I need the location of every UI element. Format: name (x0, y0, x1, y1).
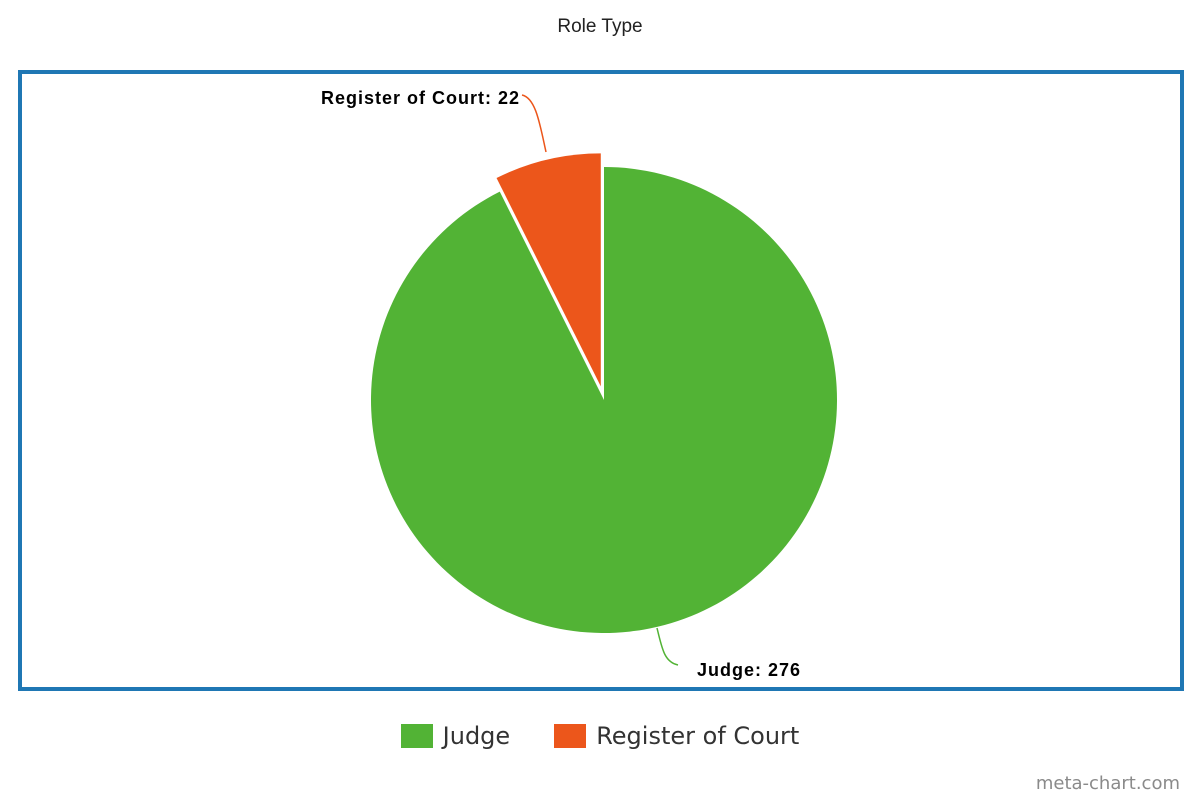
leader-line-judge (656, 627, 679, 666)
credit-text: meta-chart.com (1035, 773, 1180, 794)
plot-area (18, 70, 1184, 691)
leader-line-register-of-court (521, 94, 547, 153)
pie-slice-judge[interactable] (371, 167, 837, 633)
legend-swatch-register-of-court (554, 724, 587, 748)
legend-swatch-judge (400, 724, 433, 748)
chart-title: Role Type (557, 16, 643, 37)
pie-slice-register-of-court[interactable] (496, 153, 601, 387)
legend-label-judge: Judge (442, 722, 511, 750)
data-label-judge: Judge: 276 (697, 660, 801, 680)
data-label-register-of-court: Register of Court: 22 (321, 88, 520, 108)
legend-item-judge[interactable]: Judge (400, 722, 511, 750)
legend-label-register-of-court: Register of Court (596, 722, 800, 750)
legend: Judge Register of Court (0, 722, 1200, 750)
legend-item-register-of-court[interactable]: Register of Court (554, 722, 799, 750)
